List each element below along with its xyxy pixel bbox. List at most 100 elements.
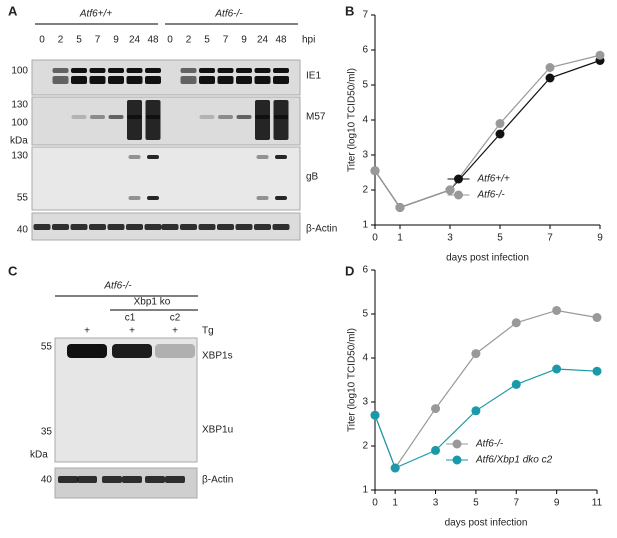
treatment-label: + bbox=[84, 326, 90, 337]
blot-band bbox=[77, 476, 97, 483]
blot-band bbox=[71, 68, 87, 73]
protein-label: XBP1u bbox=[202, 425, 233, 436]
blot-band bbox=[217, 68, 234, 73]
y-tick-label: 2 bbox=[362, 185, 368, 196]
x-tick-label: 9 bbox=[554, 498, 560, 509]
y-tick-label: 4 bbox=[362, 115, 368, 126]
panel-label: B bbox=[345, 3, 354, 18]
blot-band bbox=[180, 68, 197, 73]
group-label: Atf6-/- bbox=[214, 9, 243, 20]
blot-band bbox=[108, 68, 124, 73]
panel-label: D bbox=[345, 263, 354, 278]
data-point bbox=[592, 366, 602, 376]
blot-band bbox=[102, 476, 122, 483]
group-label: Atf6-/- bbox=[103, 281, 132, 292]
blot-band bbox=[71, 76, 87, 84]
legend-swatch bbox=[452, 439, 462, 449]
blot-band bbox=[112, 344, 152, 358]
blot-band bbox=[273, 100, 289, 140]
data-point bbox=[431, 445, 441, 455]
data-point bbox=[390, 463, 400, 473]
blot-band bbox=[199, 68, 215, 73]
blot-band bbox=[127, 100, 142, 140]
clone-label: c2 bbox=[170, 313, 181, 324]
x-axis-label: days post infection bbox=[445, 518, 528, 529]
blot-band bbox=[147, 155, 159, 159]
blot-band bbox=[273, 68, 289, 73]
clone-label: c1 bbox=[125, 313, 136, 324]
lane-label: 9 bbox=[241, 35, 247, 46]
marker-label: 55 bbox=[41, 342, 53, 353]
blot-band bbox=[67, 344, 107, 358]
y-tick-label: 3 bbox=[362, 397, 368, 408]
blot-band bbox=[126, 224, 143, 230]
blot-band bbox=[145, 100, 161, 140]
lane-label: 48 bbox=[147, 35, 159, 46]
protein-label: XBP1s bbox=[202, 351, 233, 362]
marker-label: 35 bbox=[41, 427, 53, 438]
unit-label: hpi bbox=[302, 35, 315, 46]
lane-label: 5 bbox=[204, 35, 210, 46]
x-tick-label: 0 bbox=[372, 498, 378, 509]
data-point bbox=[471, 406, 481, 416]
blot-band bbox=[126, 68, 143, 73]
marker-label: 130 bbox=[11, 151, 28, 162]
blot-band bbox=[236, 76, 252, 84]
data-point bbox=[545, 63, 555, 72]
blot-band bbox=[107, 224, 125, 230]
y-tick-label: 4 bbox=[362, 353, 368, 364]
blot-band bbox=[58, 476, 78, 483]
data-point bbox=[552, 305, 562, 315]
blot-band bbox=[254, 76, 271, 84]
lane-label: 9 bbox=[113, 35, 119, 46]
data-point bbox=[471, 349, 481, 359]
y-axis-label: Titer (log10 TCID50/ml) bbox=[347, 68, 358, 172]
treatment-label: + bbox=[129, 326, 135, 337]
marker-label: kDa bbox=[10, 136, 28, 147]
y-tick-label: 1 bbox=[362, 220, 368, 231]
blot-band bbox=[145, 476, 165, 483]
group-label: Atf6+/+ bbox=[79, 9, 112, 20]
data-point bbox=[370, 410, 380, 420]
protein-label: M57 bbox=[306, 112, 326, 123]
blot-band bbox=[236, 115, 252, 119]
lane-label: 2 bbox=[58, 35, 64, 46]
blot-panel bbox=[31, 146, 301, 211]
legend-swatch bbox=[454, 190, 463, 200]
data-point bbox=[552, 364, 562, 374]
blot-band bbox=[165, 476, 185, 483]
blot-band bbox=[255, 100, 270, 140]
blot-band bbox=[236, 68, 252, 73]
ko-label: Xbp1 ko bbox=[134, 297, 171, 308]
legend-label: Atf6/Xbp1 dko c2 bbox=[475, 455, 553, 466]
blot-band bbox=[272, 224, 290, 230]
lane-label: 24 bbox=[257, 35, 269, 46]
data-point bbox=[592, 313, 602, 323]
y-tick-label: 7 bbox=[362, 10, 368, 21]
blot-band bbox=[128, 196, 141, 200]
blot-band bbox=[273, 76, 289, 84]
blot-band bbox=[254, 224, 271, 230]
x-tick-label: 0 bbox=[372, 233, 378, 244]
y-tick-label: 5 bbox=[362, 80, 368, 91]
x-tick-label: 1 bbox=[392, 498, 398, 509]
protein-label: IE1 bbox=[306, 71, 321, 82]
y-tick-label: 2 bbox=[362, 441, 368, 452]
blot-band bbox=[218, 115, 233, 119]
lane-label: 24 bbox=[129, 35, 141, 46]
blot-band bbox=[144, 224, 162, 230]
x-tick-label: 7 bbox=[547, 233, 553, 244]
x-tick-label: 5 bbox=[497, 233, 503, 244]
x-tick-label: 3 bbox=[433, 498, 439, 509]
marker-label: 130 bbox=[11, 100, 28, 111]
y-tick-label: 3 bbox=[362, 150, 368, 161]
blot-band bbox=[147, 196, 159, 200]
blot-band bbox=[126, 76, 143, 84]
blot-band bbox=[235, 224, 253, 230]
blot-band bbox=[155, 344, 195, 358]
x-tick-label: 3 bbox=[447, 233, 453, 244]
x-tick-label: 11 bbox=[592, 498, 603, 509]
marker-label: 40 bbox=[41, 475, 53, 486]
series-line bbox=[374, 368, 598, 469]
